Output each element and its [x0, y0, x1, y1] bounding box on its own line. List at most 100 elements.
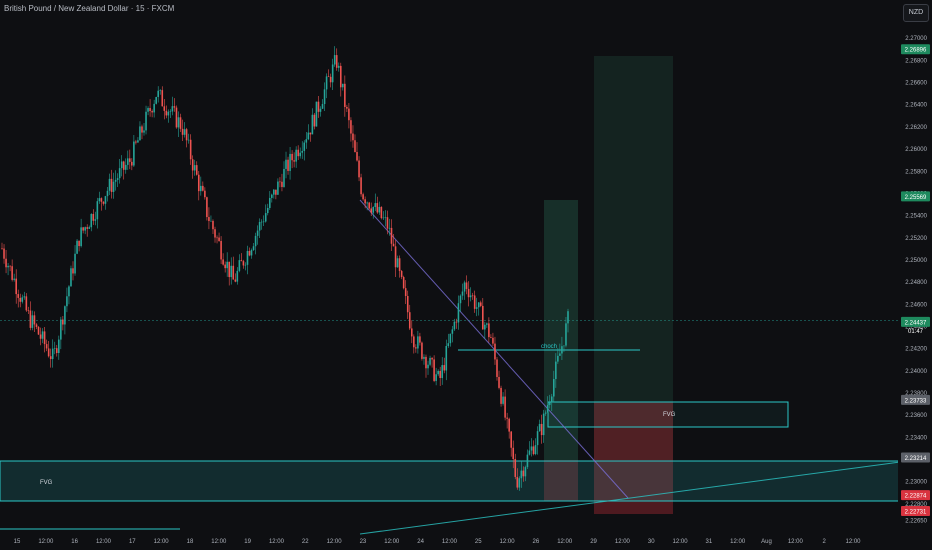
candle-body [528, 450, 531, 455]
candle-body [135, 141, 137, 143]
candle-body [331, 64, 334, 83]
candle-body [289, 153, 291, 171]
candle-body [524, 467, 527, 477]
y-tick-label: 2.23600 [905, 413, 927, 419]
candle-body [339, 65, 342, 88]
candle-body [431, 357, 433, 360]
candle-body [552, 379, 555, 397]
candle-body [433, 359, 435, 381]
candle-body [348, 108, 350, 121]
x-tick-label: 29 [590, 539, 597, 545]
candle-body [143, 130, 145, 133]
badge-last-price-bg [901, 316, 930, 327]
candle-body [230, 265, 233, 278]
candle-body [287, 159, 289, 171]
candle-body [481, 305, 484, 330]
candle-body [530, 446, 533, 451]
y-tick-label: 2.25800 [905, 169, 927, 175]
x-tick-label: 26 [533, 539, 540, 545]
candle-body [240, 260, 243, 262]
candle-body [139, 126, 141, 141]
y-tick-label: 2.22650 [905, 519, 927, 525]
candle-body [214, 229, 216, 238]
candle-body [425, 356, 427, 369]
candle-body [366, 202, 368, 204]
candle-body [220, 240, 222, 260]
badge-target-mid: 2.25569 [905, 195, 927, 201]
candle-body [102, 201, 105, 204]
candle-body [514, 459, 517, 477]
candle-body [536, 431, 539, 446]
candle-body [177, 117, 180, 128]
candle-body [350, 120, 352, 134]
candle-body [477, 302, 480, 308]
candle-body [490, 337, 492, 338]
candle-body [315, 101, 318, 127]
fvg-zone-upper [547, 401, 789, 428]
candle-body [104, 196, 107, 204]
candle-body [47, 348, 50, 357]
candle-body [342, 83, 344, 88]
x-tick-label: 17 [129, 539, 136, 545]
candle-body [260, 221, 263, 223]
candle-body [516, 476, 519, 488]
candle-body [234, 279, 237, 282]
candle-body [200, 185, 202, 192]
badge-level-a-bg [901, 394, 930, 405]
candle-body [35, 324, 38, 327]
candle-body [78, 240, 80, 247]
candle-body [293, 160, 295, 162]
candle-body [33, 315, 36, 325]
candle-body [548, 402, 551, 405]
candle-body [484, 324, 486, 330]
candle-body [390, 227, 393, 244]
candle-body [41, 331, 44, 339]
candle-body [494, 343, 496, 360]
candle-body [246, 250, 249, 265]
candle-body [3, 248, 5, 259]
candle-body [210, 220, 212, 222]
candle-body [11, 266, 13, 280]
candle-body [467, 288, 470, 298]
candle-body [518, 478, 521, 488]
x-tick-label: 16 [71, 539, 78, 545]
x-tick-label: 12:00 [500, 539, 516, 545]
x-tick-label: 12:00 [615, 539, 631, 545]
candle-body [277, 181, 279, 195]
y-tick-label: 2.26600 [905, 81, 927, 87]
candle-body [120, 161, 123, 169]
candle-body [244, 264, 247, 266]
candle-body [427, 364, 429, 369]
candle-body [283, 168, 285, 187]
candle-body [510, 431, 512, 448]
candle-body [27, 310, 30, 311]
candle-body [439, 370, 441, 378]
stop-zone-large [594, 402, 673, 514]
candle-body [453, 321, 456, 330]
badge-level-b: 2.23214 [905, 456, 927, 462]
candle-body [228, 261, 231, 278]
badge-target-top-bg [901, 44, 930, 55]
currency-selector-button[interactable]: NZD [903, 4, 929, 22]
candle-body [187, 139, 190, 141]
candle-body [248, 250, 251, 256]
candle-body [86, 227, 89, 229]
candle-body [508, 418, 510, 432]
candle-body [396, 258, 399, 268]
candle-body [157, 90, 160, 98]
candle-body [311, 114, 314, 135]
candle-body [163, 106, 166, 111]
candle-body [250, 249, 253, 256]
candle-body [191, 159, 194, 171]
candle-body [112, 181, 115, 192]
candle-body [421, 342, 423, 359]
candle-body [76, 240, 78, 254]
candle-body [252, 246, 255, 250]
y-tick-label: 2.25400 [905, 214, 927, 220]
candle-body [31, 315, 34, 328]
candle-body [242, 261, 245, 266]
candle-body [218, 237, 220, 241]
y-tick-label: 2.23400 [905, 435, 927, 441]
badge-target-top: 2.26896 [905, 48, 927, 54]
